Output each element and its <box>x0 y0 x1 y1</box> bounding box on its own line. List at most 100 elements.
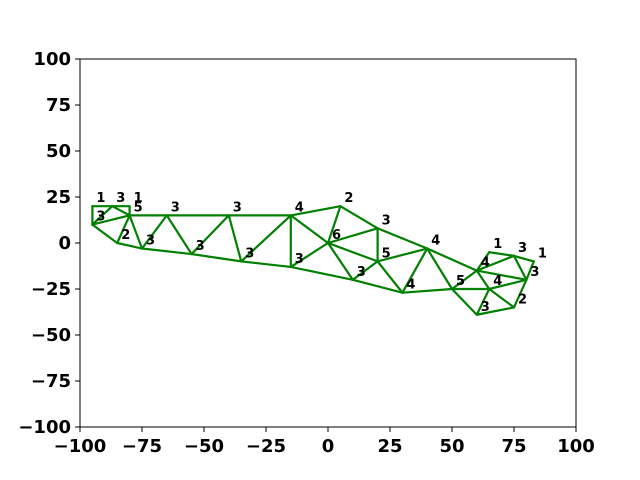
mesh-edge <box>475 269 491 291</box>
node-label: 6 <box>332 228 341 243</box>
x-tick-label: −50 <box>184 436 224 457</box>
y-tick-label: 100 <box>33 49 71 70</box>
x-tick-label: 100 <box>557 436 595 457</box>
mesh-edge <box>475 251 491 272</box>
node-label: 3 <box>233 200 242 215</box>
node-label: 3 <box>530 265 539 280</box>
x-tick-label: 25 <box>377 436 402 457</box>
node-label: 3 <box>146 234 155 249</box>
mesh-edge <box>190 214 230 256</box>
mesh-edge <box>289 241 330 269</box>
mesh-edge <box>326 205 342 245</box>
node-label: 5 <box>134 200 143 215</box>
mesh-edge <box>326 227 379 245</box>
mesh-edge <box>488 251 516 257</box>
mesh-edge <box>376 227 429 250</box>
mesh-edge <box>426 247 454 291</box>
mesh-edge <box>339 205 379 230</box>
node-label: 4 <box>431 234 440 249</box>
y-axis-ticks: 100 75 50 25 0 −25 −50 −75 −100 <box>18 49 80 438</box>
mesh-edge <box>475 269 528 281</box>
mesh-edge <box>426 247 478 272</box>
mesh-edge <box>326 241 354 281</box>
mesh-edge <box>140 247 193 256</box>
mesh-edge <box>240 214 292 263</box>
node-label: 5 <box>456 274 465 289</box>
mesh-edge <box>91 205 114 226</box>
node-label: 4 <box>406 278 415 293</box>
node-label: 3 <box>518 241 527 256</box>
y-tick-label: 75 <box>46 95 71 116</box>
mesh-edge <box>111 205 131 217</box>
mesh-edge <box>289 214 330 245</box>
x-tick-label: −75 <box>122 436 162 457</box>
mesh-edge <box>91 214 131 226</box>
node-label: 3 <box>171 200 180 215</box>
y-tick-label: 25 <box>46 187 71 208</box>
mesh-edge <box>91 223 119 245</box>
x-axis-ticks: −100 −75 −50 −25 0 25 50 75 100 <box>54 427 595 457</box>
node-label: 2 <box>518 292 527 307</box>
mesh-edge <box>525 260 535 281</box>
mesh-edge <box>475 254 516 272</box>
mesh-edge <box>475 287 491 316</box>
node-label: 1 <box>96 191 105 206</box>
mesh-edge <box>116 241 144 250</box>
mesh-edge <box>512 254 535 263</box>
mesh-edges <box>91 205 535 316</box>
node-label: 4 <box>493 274 502 289</box>
node-label: 3 <box>116 191 125 206</box>
node-label: 3 <box>245 246 254 261</box>
node-label: 1 <box>134 191 143 206</box>
node-label: 1 <box>538 246 547 261</box>
y-tick-label: 0 <box>58 233 71 254</box>
node-label: 3 <box>96 210 105 225</box>
mesh-edge <box>512 278 528 309</box>
x-tick-label: −25 <box>246 436 286 457</box>
mesh-edge <box>450 287 478 316</box>
mesh-edge <box>326 241 379 263</box>
mesh-edge <box>227 214 243 263</box>
mesh-edge <box>289 265 354 281</box>
y-tick-label: 50 <box>46 141 71 162</box>
mesh-edge <box>165 214 193 256</box>
mesh-edge <box>488 287 516 309</box>
mesh-edge <box>475 306 516 316</box>
y-tick-label: −25 <box>31 279 71 300</box>
y-tick-label: −50 <box>31 325 71 346</box>
x-tick-label: 0 <box>322 436 335 457</box>
x-tick-label: 50 <box>439 436 464 457</box>
node-label: 1 <box>493 237 502 252</box>
mesh-edge <box>401 287 454 294</box>
mesh-edge <box>140 214 168 250</box>
node-label: 3 <box>196 239 205 254</box>
mesh-edge <box>289 205 342 217</box>
node-label: 3 <box>357 265 366 280</box>
mesh-edge <box>401 247 429 294</box>
node-label: 3 <box>382 213 391 228</box>
y-tick-label: −75 <box>31 371 71 392</box>
node-label: 2 <box>344 191 353 206</box>
node-label: 2 <box>121 228 130 243</box>
x-tick-label: 75 <box>501 436 526 457</box>
x-tick-label: −100 <box>54 436 107 457</box>
mesh-edge <box>116 214 131 245</box>
mesh-edge <box>351 260 379 281</box>
mesh-edge <box>376 260 404 294</box>
node-label: 4 <box>481 256 490 271</box>
y-tick-label: −100 <box>18 417 71 438</box>
node-label: 5 <box>382 246 391 261</box>
mesh-edge <box>376 247 429 263</box>
mesh-edge <box>240 260 292 269</box>
mesh-edge <box>450 269 478 291</box>
mesh-edge <box>190 252 243 263</box>
node-label: 3 <box>295 252 304 267</box>
mesh-edge <box>488 278 528 291</box>
mesh-edge <box>128 214 144 250</box>
mesh-edge <box>512 254 528 281</box>
mesh-edge <box>351 278 404 294</box>
node-label: 4 <box>295 200 304 215</box>
node-label: 3 <box>481 300 490 315</box>
